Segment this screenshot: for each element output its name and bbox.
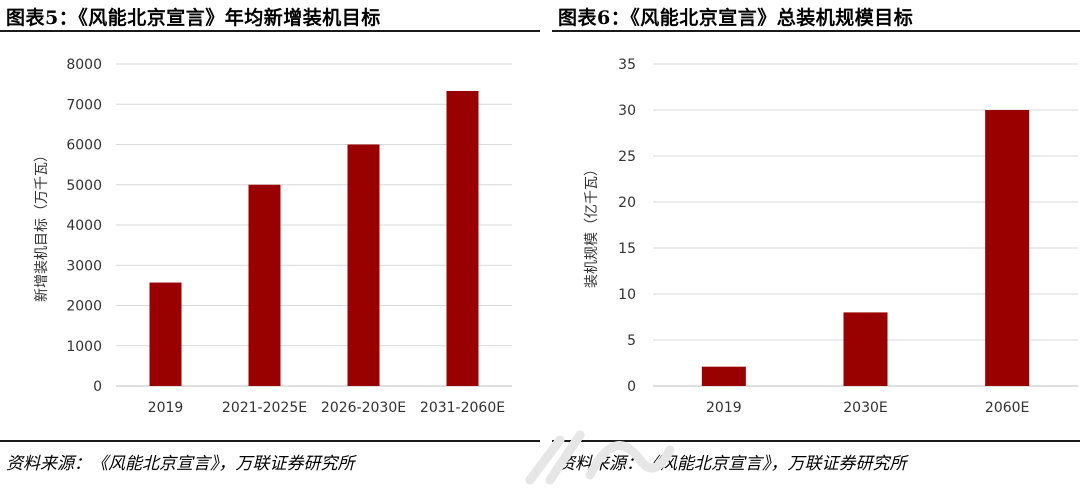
x-tick-label: 2021-2025E [222,400,307,416]
y-tick-label: 30 [618,103,636,119]
bar [701,366,746,386]
bar [446,90,479,386]
x-tick-label: 2060E [985,400,1029,416]
y-tick-label: 5000 [66,178,102,194]
y-tick-label: 15 [618,241,636,257]
y-tick-label: 10 [618,287,636,303]
x-tick-label: 2031-2060E [420,400,505,416]
x-tick-label: 2030E [843,400,887,416]
bar-chart-total-capacity: 0 5 10 15 20 25 30 35 2019 2030E 2060E 装机规模（亿千瓦） [584,57,1078,416]
y-tick-label: 0 [627,379,636,395]
source-rule [0,440,540,442]
chart-panel-right: 图表6：《风能北京宣言》总装机规模目标 0 5 10 15 20 25 30 35 2019 20… [552,0,1080,482]
x-tick-label: 2019 [148,400,184,416]
title-rule [552,30,1080,32]
x-tick-label: 2019 [706,400,742,416]
bar-chart-annual-new-capacity: 0 1000 2000 3000 4000 5000 6000 7000 8000 2019 202… [34,57,512,416]
chart-panel-left: 图表5：《风能北京宣言》年均新增装机目标 0 1000 2000 3000 4000 50… [0,0,540,482]
y-tick-label: 0 [93,379,102,395]
y-axis-label: 装机规模（亿千瓦） [584,162,600,288]
watermark-logo [525,430,675,485]
y-tick-label: 25 [618,149,636,165]
bar [843,312,888,386]
y-tick-label: 20 [618,195,636,211]
chart-title: 图表5：《风能北京宣言》年均新增装机目标 [6,7,381,29]
x-tick-label: 2026-2030E [321,400,406,416]
y-tick-label: 35 [618,57,636,73]
y-tick-label: 5 [627,333,636,349]
y-tick-label: 3000 [66,258,102,274]
bar [985,110,1030,386]
y-tick-label: 7000 [66,97,102,113]
y-tick-label: 4000 [66,218,102,234]
y-tick-label: 8000 [66,57,102,73]
bar [149,282,182,386]
y-axis-label: 新增装机目标（万千瓦） [34,148,50,302]
y-tick-label: 6000 [66,138,102,154]
chart-title: 图表6：《风能北京宣言》总装机规模目标 [558,7,914,29]
y-tick-label: 1000 [66,339,102,355]
bar [347,144,380,386]
source-rule [552,440,1080,442]
title-rule [0,30,540,32]
bar [248,184,281,386]
y-tick-label: 2000 [66,299,102,315]
source-note: 资料来源：《风能北京宣言》，万联证券研究所 [6,454,355,474]
